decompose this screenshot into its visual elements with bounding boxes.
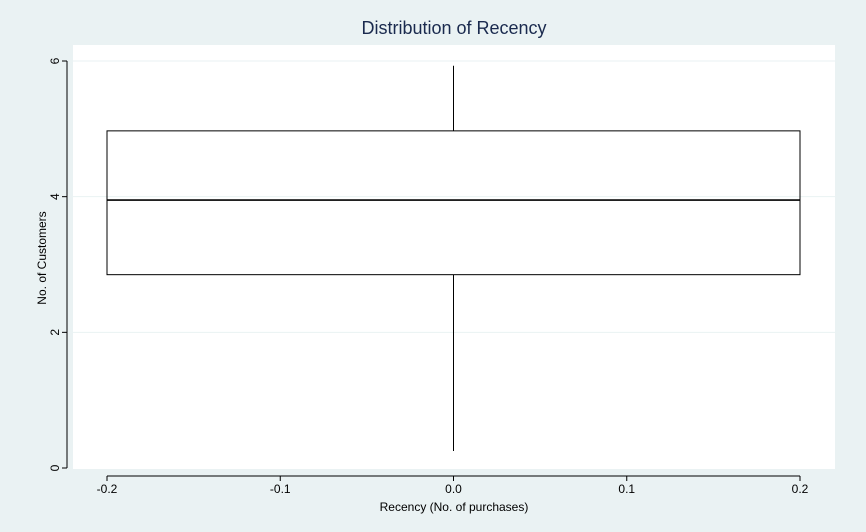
y-axis-title: No. of Customers [35, 211, 49, 304]
iqr-box [106, 130, 801, 276]
x-tick-label-4: 0.2 [792, 482, 809, 496]
axis-layer: 0 2 4 6 -0.2 -0.1 0.0 0.1 0.2 [48, 57, 809, 496]
y-tick-label-1: 2 [48, 329, 62, 336]
x-tick-label-1: -0.1 [270, 482, 291, 496]
x-tick-label-2: 0.0 [445, 482, 462, 496]
y-tick-label-2: 4 [48, 193, 62, 200]
x-axis-title: Recency (No. of purchases) [380, 500, 529, 514]
x-tick-label-3: 0.1 [618, 482, 635, 496]
chart-title: Distribution of Recency [361, 18, 546, 38]
y-tick-label-3: 6 [48, 57, 62, 64]
x-tick-label-0: -0.2 [97, 482, 118, 496]
box-layer [106, 65, 801, 452]
y-tick-label-0: 0 [48, 464, 62, 471]
